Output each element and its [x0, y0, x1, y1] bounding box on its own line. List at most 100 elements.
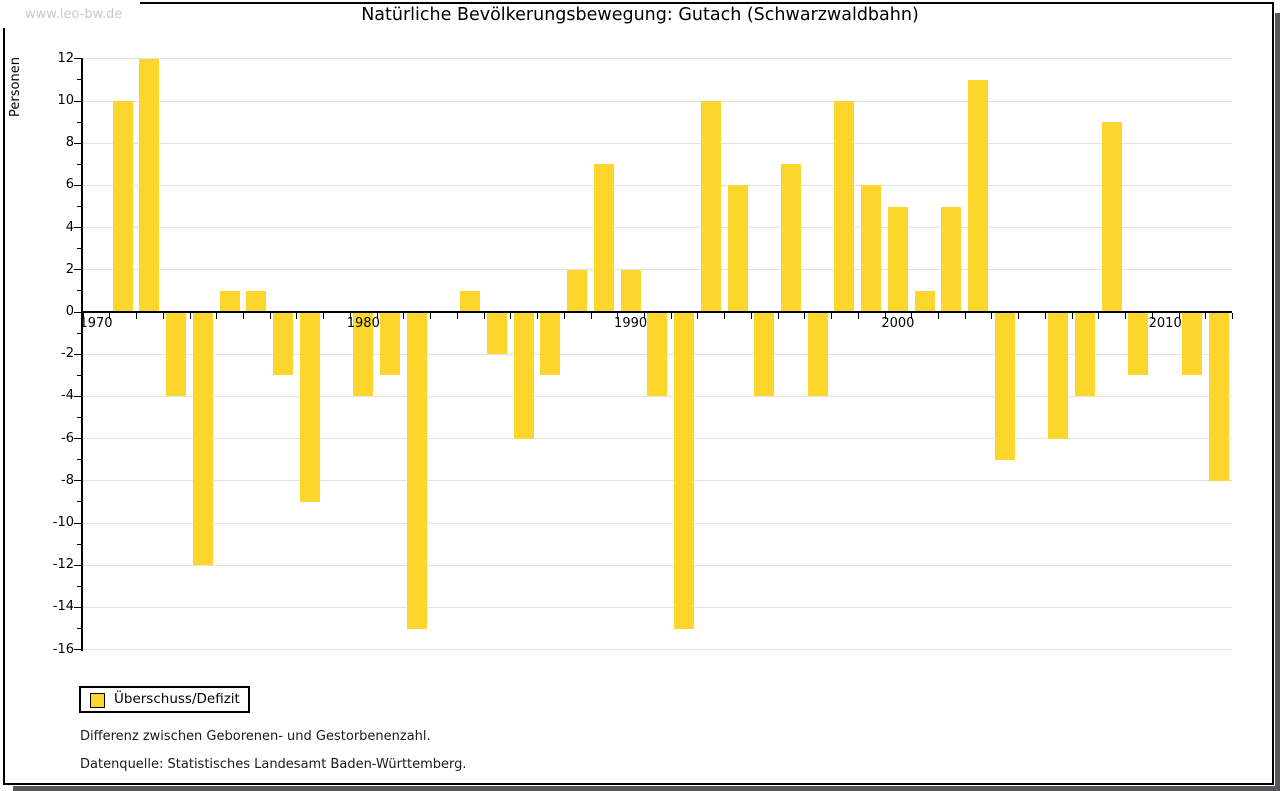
y-tick-major — [74, 606, 81, 608]
x-tick — [1232, 313, 1234, 319]
bar-1975 — [219, 290, 240, 311]
x-tick — [456, 313, 458, 319]
y-tick-label: -8 — [61, 472, 74, 488]
y-tick-minor — [77, 290, 81, 292]
y-tick-minor — [77, 332, 81, 334]
x-tick — [937, 313, 939, 319]
y-tick-minor — [77, 121, 81, 123]
bar-1990 — [620, 269, 641, 311]
y-tick-major — [74, 395, 81, 397]
bar-2003 — [968, 79, 989, 311]
x-tick — [323, 313, 325, 319]
bar-1999 — [861, 185, 882, 311]
bar-1986 — [513, 313, 534, 439]
y-tick-minor — [77, 459, 81, 461]
x-tick — [243, 313, 244, 319]
bar-1973 — [166, 313, 187, 397]
bar-1976 — [246, 290, 267, 311]
x-tick — [1151, 313, 1153, 319]
y-tick-label: -2 — [61, 346, 74, 362]
y-tick-label: -14 — [52, 599, 74, 615]
y-tick-label: 8 — [65, 135, 74, 151]
legend-box: Überschuss/Defizit — [79, 686, 250, 713]
y-tick-minor — [77, 79, 81, 81]
x-tick — [349, 313, 351, 319]
bar-2000 — [887, 206, 908, 311]
y-tick-major — [74, 649, 81, 651]
bar-1974 — [192, 313, 213, 566]
y-tick-minor — [77, 585, 81, 587]
bar-1971 — [112, 101, 133, 311]
x-tick — [804, 313, 806, 319]
bar-1998 — [834, 101, 855, 311]
y-tick-label: 2 — [65, 261, 74, 277]
gridline — [83, 269, 1232, 271]
gridline — [83, 438, 1232, 440]
x-tick — [750, 313, 752, 319]
bar-2006 — [1048, 313, 1069, 439]
bar-1980 — [353, 313, 374, 397]
bar-1989 — [593, 164, 614, 311]
bar-1992 — [674, 313, 695, 629]
y-tick-label: -6 — [61, 430, 74, 446]
gridline — [83, 480, 1232, 482]
bar-1981 — [380, 313, 401, 376]
gridline — [83, 606, 1232, 608]
y-tick-major — [74, 480, 81, 482]
bar-1994 — [727, 185, 748, 311]
bar-2002 — [941, 206, 962, 311]
y-tick-minor — [77, 628, 81, 629]
gridline — [83, 649, 1232, 651]
x-tick — [670, 313, 672, 319]
x-tick — [1125, 313, 1127, 319]
y-tick-minor — [77, 543, 81, 545]
bar-1978 — [299, 313, 320, 502]
x-tick — [109, 313, 111, 319]
y-tick-major — [74, 58, 81, 60]
y-tick-label: 0 — [65, 304, 74, 319]
x-tick — [162, 313, 164, 319]
y-tick-label: 4 — [65, 219, 74, 235]
x-tick — [430, 313, 432, 319]
y-tick-major — [74, 269, 81, 271]
bar-2001 — [914, 290, 935, 311]
y-tick-label: 10 — [57, 93, 74, 108]
y-tick-minor — [77, 206, 81, 207]
y-tick-major — [74, 227, 81, 229]
x-tick-label: 1970 — [79, 316, 113, 331]
gridline — [83, 522, 1232, 524]
x-tick — [82, 313, 84, 319]
x-tick — [1044, 313, 1046, 319]
y-tick-major — [74, 311, 81, 313]
bar-1985 — [486, 313, 507, 355]
x-tick — [1098, 313, 1100, 319]
x-tick — [617, 313, 619, 319]
gridline — [83, 184, 1232, 186]
gridline — [83, 564, 1232, 566]
gridline — [83, 227, 1232, 229]
y-tick-label: 12 — [57, 50, 74, 66]
bar-1995 — [754, 313, 775, 397]
gridline — [83, 100, 1232, 102]
x-tick — [964, 313, 966, 319]
x-tick — [537, 313, 539, 319]
bar-1991 — [647, 313, 668, 397]
y-tick-minor — [77, 248, 81, 250]
x-tick — [590, 313, 592, 319]
bar-1984 — [460, 290, 481, 311]
gridline — [83, 58, 1232, 60]
bar-1993 — [700, 101, 721, 311]
x-tick — [563, 313, 565, 319]
y-tick-major — [74, 184, 81, 186]
y-tick-label: -10 — [52, 515, 74, 530]
watermark-background — [0, 0, 140, 28]
x-tick — [1071, 313, 1073, 319]
x-tick — [189, 313, 191, 319]
x-tick — [269, 313, 271, 319]
x-tick — [1205, 313, 1207, 319]
x-tick — [136, 313, 138, 319]
y-tick-label: -4 — [61, 388, 74, 404]
bar-1996 — [780, 164, 801, 311]
y-tick-major — [74, 564, 81, 566]
